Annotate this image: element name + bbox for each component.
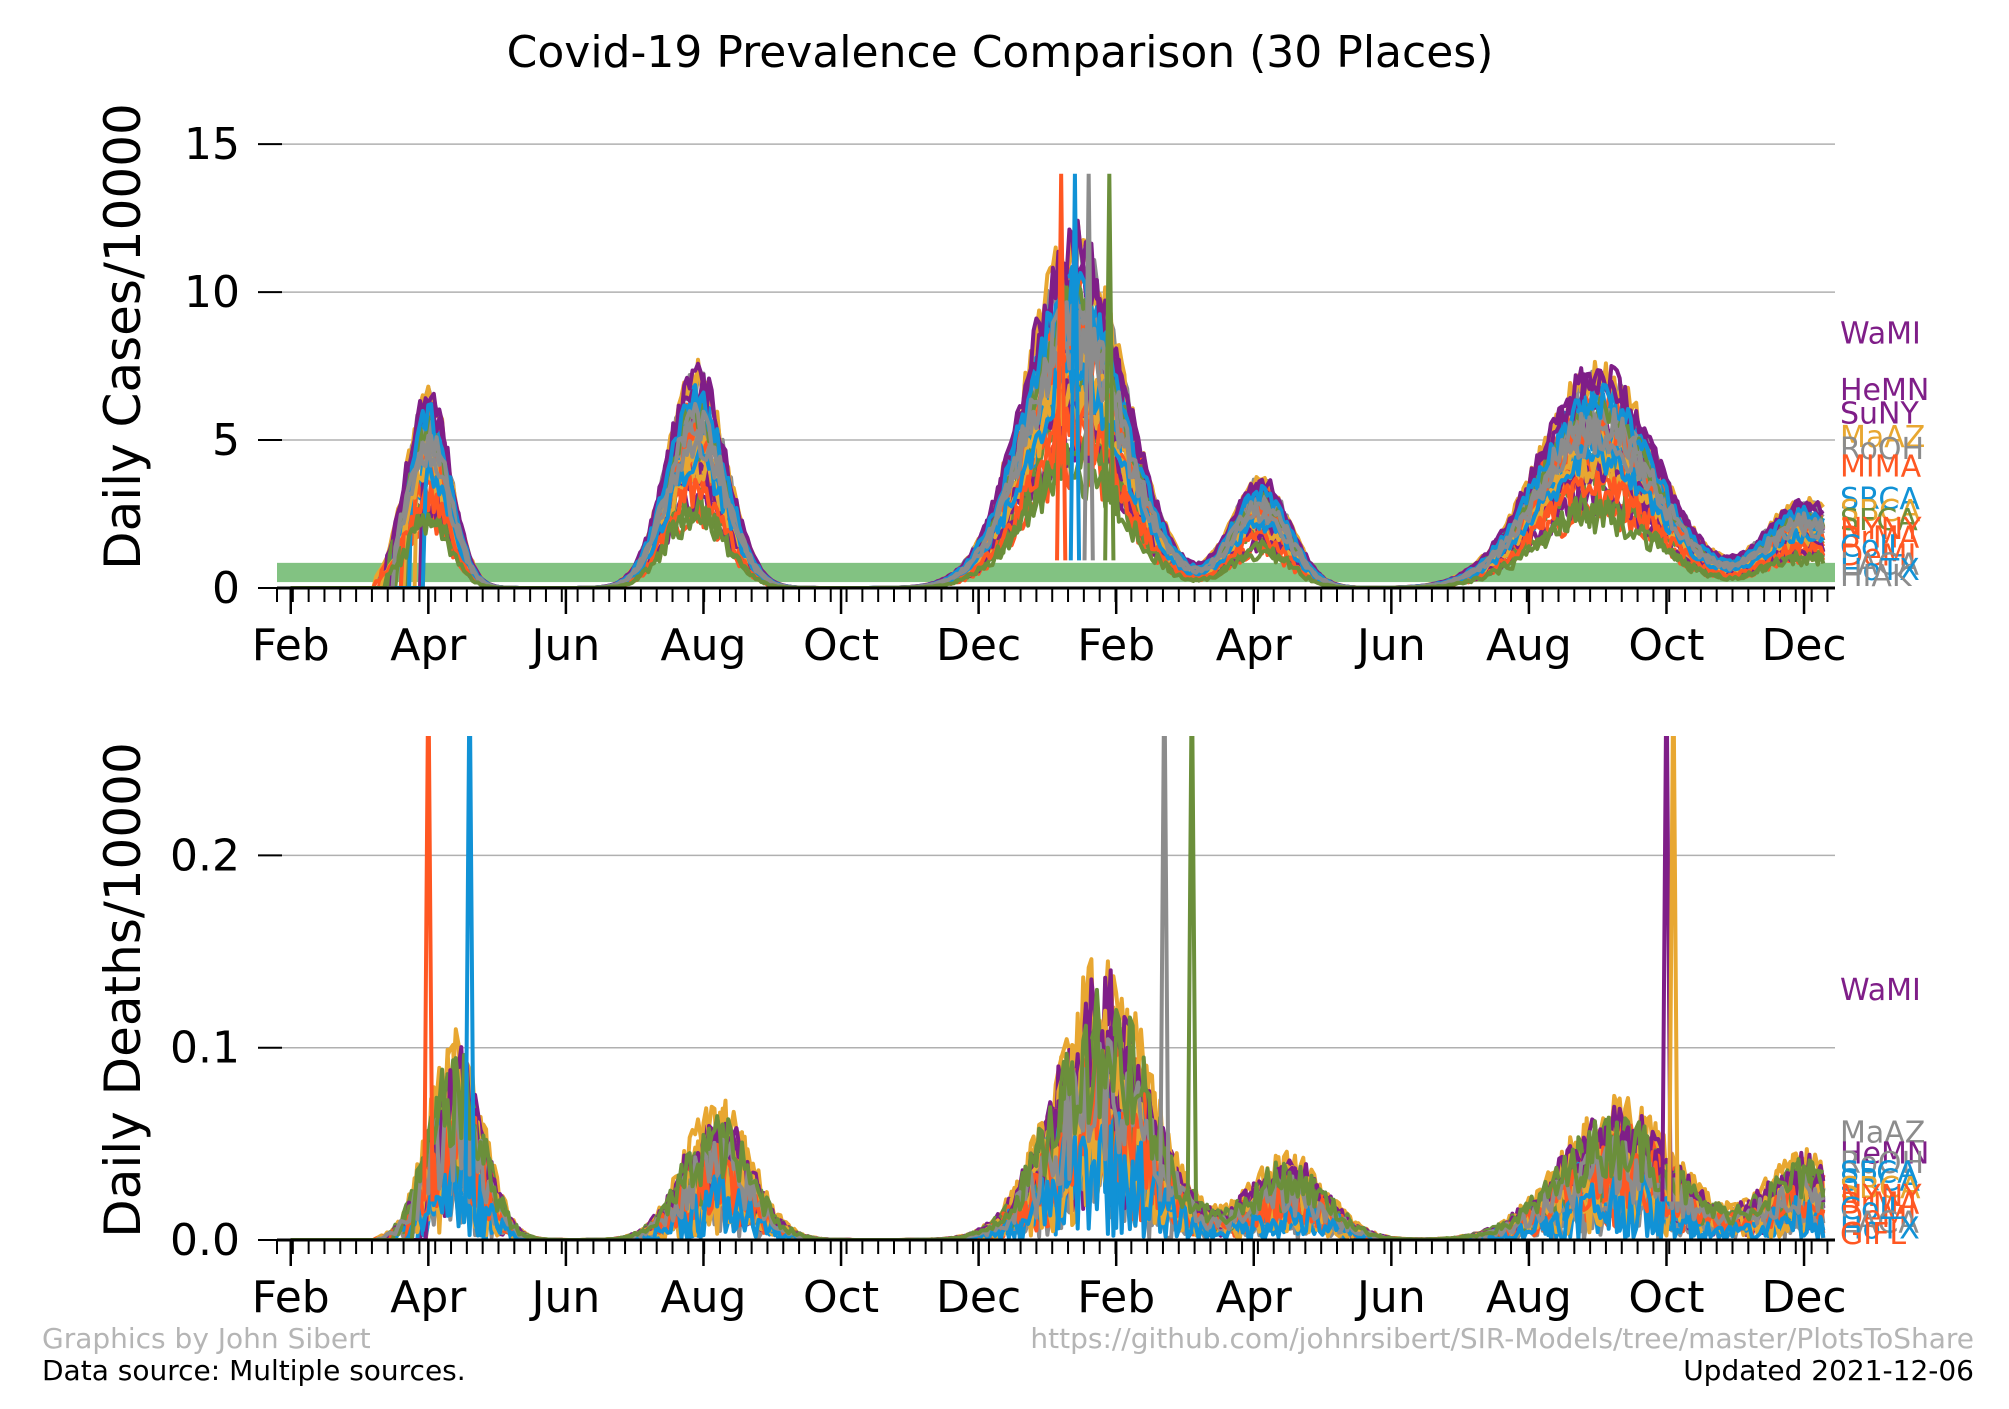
x-tick-label: Apr bbox=[390, 1272, 467, 1323]
y-axis-label: Daily Cases/10000 bbox=[94, 103, 152, 570]
series-end-label: RoOH bbox=[1840, 1146, 1924, 1181]
series-end-label: MIMA bbox=[1840, 450, 1922, 485]
y-tick-label: 0 bbox=[212, 563, 240, 614]
series-end-label: HoTX bbox=[1840, 1211, 1920, 1246]
x-tick-label: Apr bbox=[1216, 620, 1293, 671]
series-end-label: WaMI bbox=[1840, 973, 1921, 1008]
x-tick-label: Dec bbox=[936, 620, 1021, 671]
x-tick-label: Aug bbox=[1486, 1272, 1572, 1323]
series-line bbox=[290, 322, 1826, 588]
x-tick-label: Oct bbox=[803, 620, 879, 671]
x-tick-label: Aug bbox=[661, 1272, 747, 1323]
series-line bbox=[290, 300, 1826, 588]
x-tick-label: Jun bbox=[529, 1272, 601, 1323]
series-end-label: LACA bbox=[1840, 1206, 1919, 1241]
series-end-label: RoOH bbox=[1840, 432, 1924, 467]
series-end-label: CoIL bbox=[1840, 1192, 1905, 1227]
x-tick-label: Dec bbox=[936, 1272, 1021, 1323]
footer-source: Data source: Multiple sources. bbox=[42, 1354, 466, 1387]
x-tick-label: Jun bbox=[1354, 1272, 1426, 1323]
series-end-label: LACA bbox=[1840, 547, 1919, 582]
series-end-label: MaAZ bbox=[1840, 420, 1925, 455]
series-line bbox=[290, 240, 1824, 588]
series-spike bbox=[1667, 736, 1680, 1202]
series-end-label: SFCA bbox=[1840, 503, 1918, 538]
series-end-label: DeMI bbox=[1840, 538, 1916, 573]
series-end-label: WaMI bbox=[1840, 317, 1921, 352]
series-end-label: DeMI bbox=[1840, 1200, 1916, 1235]
y-tick-label: 10 bbox=[184, 267, 240, 318]
x-tick-label: Feb bbox=[252, 1272, 330, 1323]
x-tick-label: Oct bbox=[803, 1272, 879, 1323]
series-end-label: SuNY bbox=[1840, 396, 1919, 431]
x-tick-label: Jun bbox=[1354, 620, 1426, 671]
series-spike bbox=[1103, 173, 1116, 561]
series-end-label: CoIL bbox=[1840, 530, 1905, 565]
y-tick-label: 0.0 bbox=[170, 1215, 240, 1266]
series-spike bbox=[1055, 173, 1068, 561]
x-tick-label: Apr bbox=[1216, 1272, 1293, 1323]
series-end-label: SFCA bbox=[1840, 1156, 1918, 1191]
series-spike bbox=[463, 736, 476, 1202]
x-tick-label: Feb bbox=[252, 620, 330, 671]
series-end-label: SBCA bbox=[1840, 1171, 1921, 1206]
footer-url: https://github.com/johnrsibert/SIR-Model… bbox=[1030, 1322, 1974, 1355]
x-tick-label: Feb bbox=[1077, 1272, 1155, 1323]
x-tick-label: Oct bbox=[1628, 620, 1704, 671]
series-end-label: GIFL bbox=[1840, 1217, 1906, 1252]
deaths-panel: 0.0 0.1 0.2 Daily Deaths/10000 Feb Apr Jun Aug O… bbox=[94, 736, 1929, 1323]
series-spike bbox=[1185, 736, 1198, 1202]
series-spike bbox=[1158, 736, 1171, 1202]
series-spike bbox=[422, 736, 435, 1202]
series-end-label: HeMN bbox=[1840, 1136, 1929, 1171]
series-spike bbox=[1082, 173, 1095, 561]
series-group bbox=[290, 736, 1826, 1240]
series-end-label: SBCA bbox=[1840, 494, 1921, 529]
y-tick-label: 15 bbox=[184, 119, 240, 170]
x-tick-label: Dec bbox=[1761, 620, 1846, 671]
cases-panel: 0 5 10 15 Daily Cases/10000 Feb Apr Jun Aug Oct De… bbox=[94, 103, 1929, 671]
x-tick-label: Aug bbox=[661, 620, 747, 671]
y-tick-label: 5 bbox=[212, 415, 240, 466]
chart-title: Covid-19 Prevalence Comparison (30 Place… bbox=[507, 27, 1494, 78]
x-tick-label: Apr bbox=[390, 620, 467, 671]
series-end-label: NYNY bbox=[1840, 512, 1922, 547]
x-tick-label: Feb bbox=[1077, 620, 1155, 671]
series-end-label: SRCA bbox=[1840, 482, 1920, 517]
y-axis-label: Daily Deaths/10000 bbox=[94, 742, 152, 1238]
series-spike bbox=[1068, 173, 1082, 561]
y-tick-label: 0.1 bbox=[170, 1023, 240, 1074]
x-tick-label: Aug bbox=[1486, 620, 1572, 671]
x-tick-label: Dec bbox=[1761, 1272, 1846, 1323]
series-end-label: SRCA bbox=[1840, 1163, 1920, 1198]
x-tick-label: Jun bbox=[529, 620, 601, 671]
footer-credit: Graphics by John Sibert bbox=[42, 1322, 371, 1355]
series-end-label: HeMN bbox=[1840, 373, 1929, 408]
series-end-label: NYNY bbox=[1840, 1179, 1922, 1214]
x-tick-label: Oct bbox=[1628, 1272, 1704, 1323]
series-end-label: HoTX bbox=[1840, 553, 1920, 588]
footer-updated: Updated 2021-12-06 bbox=[1683, 1354, 1974, 1387]
series-end-label: BrMA bbox=[1840, 521, 1920, 556]
series-end-label: BrMA bbox=[1840, 1186, 1920, 1221]
series-end-label: MaAZ bbox=[1840, 1115, 1925, 1150]
y-tick-label: 0.2 bbox=[170, 830, 240, 881]
series-group bbox=[290, 173, 1826, 588]
threshold-band bbox=[277, 562, 1835, 583]
series-end-label: HIAK bbox=[1840, 559, 1913, 594]
